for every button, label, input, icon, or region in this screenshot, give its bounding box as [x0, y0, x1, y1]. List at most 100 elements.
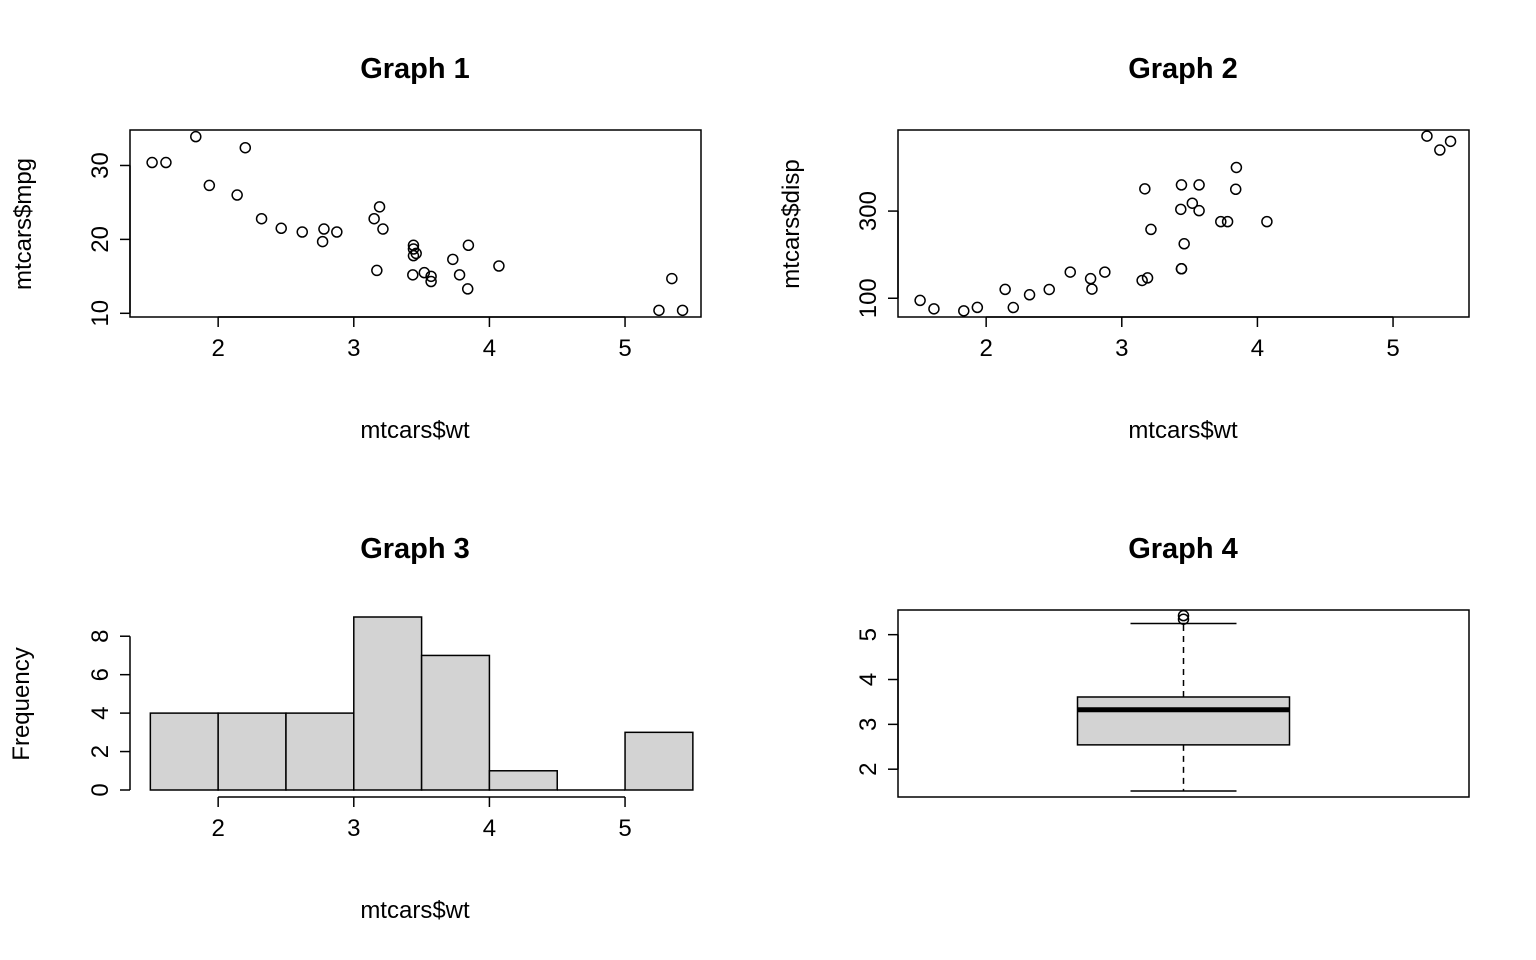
data-point [1043, 283, 1055, 296]
histogram-bar [285, 712, 355, 791]
data-point [407, 269, 419, 281]
panel-graph-3: Graph 3 2 3 4 5 0 2 4 6 8 mtcars$wt Frequency [8, 533, 694, 924]
boxplot [1076, 609, 1291, 792]
y-tick-label: 0 [87, 783, 114, 796]
y-tick-label: 4 [87, 706, 114, 719]
y-tick-label: 5 [855, 628, 882, 641]
histogram-bars [149, 616, 694, 791]
box [1076, 696, 1291, 746]
data-point [1023, 289, 1036, 301]
y-axis-title: Frequency [8, 647, 35, 760]
data-point [331, 226, 343, 238]
data-point [418, 266, 431, 279]
x-axis-title: mtcars$wt [1128, 417, 1238, 444]
data-point [160, 156, 172, 169]
x-tick-label: 5 [618, 335, 631, 362]
data-point [410, 247, 422, 260]
x-tick-label: 3 [347, 815, 360, 842]
scatter-points [146, 130, 689, 317]
data-point [1064, 266, 1076, 278]
data-point [203, 179, 216, 192]
panel-graph-4: Graph 4 2 3 4 5 [855, 533, 1470, 798]
data-point [255, 212, 268, 225]
data-point [1141, 272, 1154, 284]
x-axis-title: mtcars$wt [360, 417, 470, 444]
y-tick-label: 8 [87, 630, 114, 643]
data-point [1099, 266, 1111, 278]
data-point [1193, 204, 1205, 217]
y-axis: 100 300 [855, 191, 899, 318]
chart-title: Graph 2 [1128, 53, 1238, 85]
data-point [1178, 238, 1190, 250]
data-point [1175, 263, 1188, 275]
data-point [493, 260, 505, 272]
data-point [1444, 135, 1457, 148]
panel-graph-1: Graph 1 2 3 4 5 10 20 30 mtcars$wt mtcars$mpg [10, 53, 702, 444]
data-point [461, 283, 474, 295]
x-axis: 2 3 4 5 [211, 316, 632, 362]
data-point [1145, 223, 1157, 236]
data-point [453, 269, 466, 281]
y-tick-label: 20 [87, 226, 114, 253]
histogram-bar [353, 616, 423, 791]
x-tick-label: 3 [1115, 335, 1128, 362]
data-point [275, 222, 287, 235]
data-point [1175, 203, 1187, 216]
data-point [1086, 283, 1098, 295]
data-point [653, 304, 665, 317]
data-point [666, 272, 678, 285]
data-point [373, 201, 386, 213]
data-point [971, 301, 984, 314]
y-axis-title: mtcars$disp [778, 159, 805, 288]
data-point [447, 253, 459, 266]
y-tick-label: 10 [87, 300, 114, 327]
y-tick-label: 6 [87, 668, 114, 681]
y-tick-label: 100 [855, 278, 882, 318]
data-point [296, 226, 308, 238]
data-point [1434, 144, 1446, 156]
y-tick-label: 2 [87, 745, 114, 758]
x-tick-label: 2 [979, 335, 992, 362]
x-axis: 2 3 4 5 [979, 316, 1400, 362]
data-point [1007, 301, 1020, 314]
data-point [1084, 272, 1097, 285]
x-tick-label: 2 [211, 335, 224, 362]
chart-title: Graph 3 [360, 533, 470, 565]
data-point [1139, 183, 1151, 195]
histogram-bar [217, 712, 287, 791]
data-point [928, 303, 940, 315]
data-point [1193, 179, 1205, 191]
y-tick-label: 30 [87, 152, 114, 179]
y-axis: 0 2 4 6 8 [87, 630, 131, 797]
y-tick-label: 300 [855, 191, 882, 231]
outlier-point [1177, 613, 1190, 625]
data-point [1136, 274, 1148, 287]
chart-title: Graph 1 [360, 53, 470, 85]
data-point [462, 239, 475, 252]
histogram-bar [149, 712, 219, 791]
data-point [1421, 130, 1433, 142]
data-point [1261, 215, 1273, 228]
data-point [958, 305, 970, 317]
data-point [377, 223, 389, 235]
x-tick-label: 5 [1386, 335, 1399, 362]
data-point [1229, 183, 1242, 196]
chart-title: Graph 4 [1128, 533, 1238, 565]
data-point [1221, 215, 1234, 228]
y-axis: 10 20 30 [87, 152, 131, 327]
data-point [1186, 197, 1199, 209]
data-point [1215, 215, 1227, 228]
x-tick-label: 5 [618, 815, 631, 842]
y-axis: 2 3 4 5 [855, 628, 899, 776]
data-point [368, 212, 380, 225]
data-point [146, 156, 158, 169]
histogram-bar [420, 654, 491, 791]
data-point [239, 141, 252, 154]
scatter-points [914, 130, 1457, 317]
x-axis: 2 3 4 5 [211, 796, 632, 842]
x-axis-title: mtcars$wt [360, 897, 470, 924]
data-point [231, 189, 243, 201]
data-point [371, 264, 383, 277]
x-tick-label: 3 [347, 335, 360, 362]
